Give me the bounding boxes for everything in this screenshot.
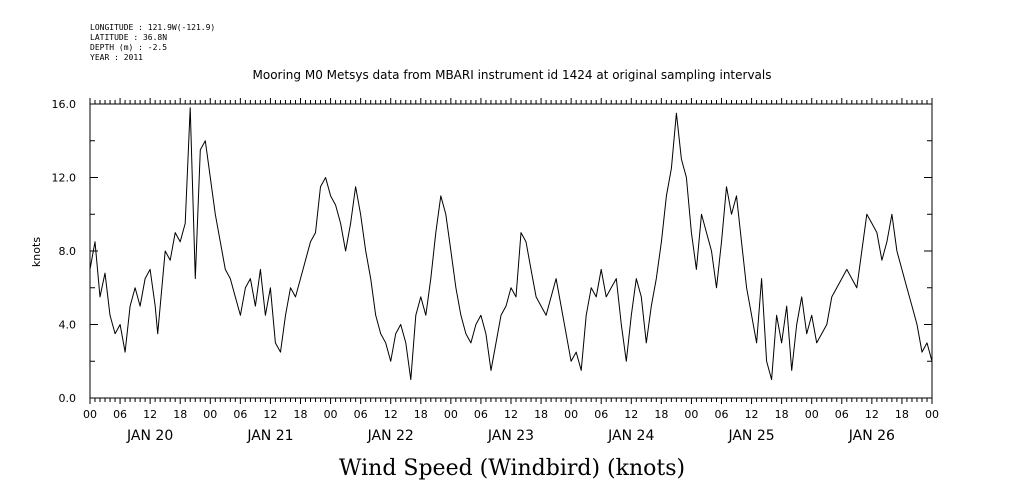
x-hour-label: 00 [805,408,819,421]
x-hour-label: 00 [564,408,578,421]
series-group [89,107,933,381]
x-hour-label: 06 [113,408,127,421]
header-info: LONGITUDE : 121.9W(-121.9) LATITUDE : 36… [90,23,215,62]
x-day-label: JAN 25 [727,428,774,444]
x-hour-label: 18 [895,408,909,421]
x-hour-label: 18 [173,408,187,421]
x-hour-label: 06 [474,408,488,421]
axes: 0.0 4.0 8.0 12.0 16.0 00 06 12 18 00 06 12 18 00 06 12 1… [52,98,939,444]
depth-text: DEPTH (m) : -2.5 [90,43,167,52]
x-hour-label: 00 [83,408,97,421]
x-hour-label: 18 [534,408,548,421]
x-hour-label: 06 [233,408,247,421]
x-hour-label: 06 [715,408,729,421]
latitude-text: LATITUDE : 36.8N [90,33,167,42]
x-hour-label: 00 [444,408,458,421]
x-hour-label: 12 [865,408,879,421]
x-hour-label: 12 [624,408,638,421]
year-text: YEAR : 2011 [90,53,143,62]
x-hour-label: 18 [294,408,308,421]
x-hour-label: 18 [654,408,668,421]
y-tick-label: 4.0 [59,319,77,332]
x-day-label: JAN 23 [487,428,534,444]
x-day-label: JAN 20 [126,428,173,444]
x-hour-label: 18 [414,408,428,421]
y-tick-label: 16.0 [52,98,77,111]
y-tick-label: 0.0 [59,392,77,405]
longitude-text: LONGITUDE : 121.9W(-121.9) [90,23,215,32]
x-day-label: JAN 24 [607,428,654,444]
y-tick-label: 8.0 [59,245,77,258]
x-hour-label: 00 [684,408,698,421]
x-day-label: JAN 21 [246,428,293,444]
x-hour-label: 00 [203,408,217,421]
x-hour-label: 06 [835,408,849,421]
x-hour-label: 06 [594,408,608,421]
chart-title: Mooring M0 Metsys data from MBARI instru… [253,68,772,82]
x-hour-label: 12 [504,408,518,421]
x-hour-label: 12 [384,408,398,421]
x-hour-label: 12 [263,408,277,421]
x-hour-label: 00 [925,408,939,421]
x-hour-label: 00 [324,408,338,421]
x-hour-label: 12 [745,408,759,421]
x-hour-label: 06 [354,408,368,421]
x-day-label: JAN 22 [367,428,414,444]
plot-frame [89,103,933,399]
x-hour-label: 12 [143,408,157,421]
x-axis-title: Wind Speed (Windbird) (knots) [339,456,685,481]
y-axis-label: knots [30,237,43,267]
series-line-wind-speed [89,107,933,381]
y-tick-label: 12.0 [52,172,77,185]
x-hour-label: 18 [775,408,789,421]
x-day-label: JAN 26 [848,428,895,444]
